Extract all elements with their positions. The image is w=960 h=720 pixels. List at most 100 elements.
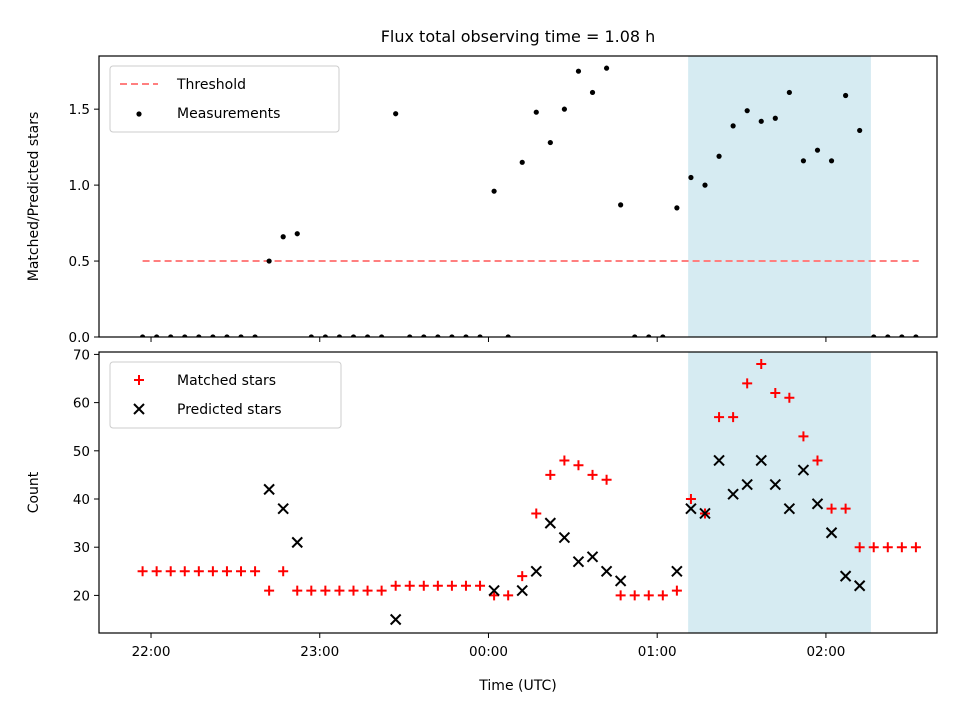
matched-star-point	[826, 503, 837, 514]
predicted-star-point	[769, 478, 782, 491]
predicted-star-point	[600, 565, 613, 578]
predicted-star-point	[544, 517, 557, 529]
matched-star-point	[545, 469, 556, 480]
measurement-point	[336, 334, 343, 337]
y-tick-label: 40	[73, 492, 90, 508]
measurement-point	[308, 334, 314, 337]
predicted-star-point	[797, 464, 810, 476]
matched-star-point	[221, 566, 232, 577]
measurement-point	[730, 123, 736, 129]
matched-star-point	[882, 542, 893, 553]
axes-frame	[98, 351, 938, 634]
matched-star-point	[868, 542, 879, 553]
predicted-star-point	[699, 507, 711, 520]
measurement-point	[814, 147, 821, 153]
measurement-point	[786, 89, 792, 96]
matched-star-point	[910, 542, 921, 553]
matched-star-point	[812, 455, 823, 466]
measurement-point	[252, 334, 258, 337]
measurement-point	[322, 334, 328, 337]
measurement-point	[421, 334, 427, 337]
matched-star-point	[643, 590, 654, 601]
matched-star-point	[151, 566, 162, 577]
predicted-star-point	[291, 536, 303, 549]
matched-star-point	[334, 585, 345, 596]
matched-star-point	[840, 503, 851, 514]
predicted-star-point	[755, 454, 767, 467]
measurement-point	[589, 89, 596, 96]
y-tick-label: 50	[73, 444, 90, 460]
y-tick-label: 20	[73, 588, 90, 604]
top-panel-ratio: 0.0 0.5 1.0 1.5 Matched/Predicted stars Thres…	[26, 55, 938, 346]
legend-predicted-swatch	[133, 403, 145, 415]
measurement-point	[533, 109, 539, 115]
y-axis-label: Matched/Predicted stars	[26, 112, 42, 282]
matched-star-point	[503, 590, 514, 601]
matched-star-point	[798, 431, 809, 442]
measurement-point	[196, 334, 202, 337]
legend-label: Threshold	[176, 77, 246, 93]
measurement-point	[899, 334, 905, 337]
measurement-point	[168, 334, 174, 337]
matched-star-point	[348, 585, 359, 596]
matched-star-point	[770, 387, 781, 398]
measurement-point	[758, 118, 764, 124]
legend-box	[109, 65, 340, 133]
measurement-point	[505, 334, 511, 337]
matched-star-point	[657, 590, 668, 601]
predicted-star-point	[586, 551, 599, 563]
predicted-star-point	[783, 502, 796, 515]
plot-area	[137, 359, 921, 626]
measurement-point	[139, 334, 146, 337]
matched-star-point	[179, 566, 190, 577]
legend-label: Matched stars	[177, 373, 276, 389]
legend-label: Predicted stars	[177, 402, 282, 418]
measurement-point	[702, 182, 708, 188]
matched-star-point	[671, 585, 682, 596]
measurement-point	[632, 334, 638, 337]
predicted-star-point	[263, 483, 275, 496]
y-tick-label: 1.5	[69, 102, 90, 118]
measurement-point	[393, 111, 399, 117]
measurement-point	[449, 334, 455, 337]
predicted-star-point	[713, 454, 725, 467]
x-tick-label: 00:00	[469, 644, 508, 660]
measurement-point	[491, 188, 497, 194]
matched-star-point	[278, 566, 289, 577]
matched-star-point	[784, 392, 795, 403]
matched-star-point	[165, 566, 176, 577]
matched-star-point	[714, 412, 725, 423]
matched-star-point	[489, 590, 500, 601]
measurement-point	[407, 334, 413, 337]
matched-star-point	[390, 580, 401, 591]
predicted-star-point	[558, 531, 571, 544]
highlight-span	[688, 56, 871, 337]
matched-star-point	[475, 580, 486, 591]
matched-star-point	[742, 378, 753, 389]
measurement-point	[913, 334, 919, 337]
legend-label: Measurements	[177, 106, 280, 122]
measurement-point	[435, 334, 441, 337]
matched-star-point	[432, 580, 443, 591]
x-tick-label: 02:00	[806, 644, 845, 660]
measurement-point	[210, 334, 216, 337]
matched-star-point	[601, 474, 612, 485]
x-axis-label: Time (UTC)	[478, 678, 556, 694]
matched-star-point	[193, 566, 204, 577]
predicted-star-point	[853, 580, 866, 592]
matched-star-point	[460, 580, 471, 591]
measurement-point	[182, 334, 188, 337]
predicted-star-point	[741, 478, 753, 491]
predicted-star-point	[671, 565, 683, 578]
measurement-point	[477, 334, 483, 337]
predicted-star-point	[614, 575, 627, 587]
measurement-point	[463, 334, 469, 337]
matched-star-point	[320, 585, 331, 596]
matched-star-point	[854, 542, 865, 553]
y-tick-label: 1.0	[69, 178, 90, 194]
matched-star-point	[292, 585, 303, 596]
measurement-point	[772, 115, 778, 121]
y-tick-label: 60	[73, 396, 90, 412]
x-tick-label: 22:00	[132, 644, 171, 660]
